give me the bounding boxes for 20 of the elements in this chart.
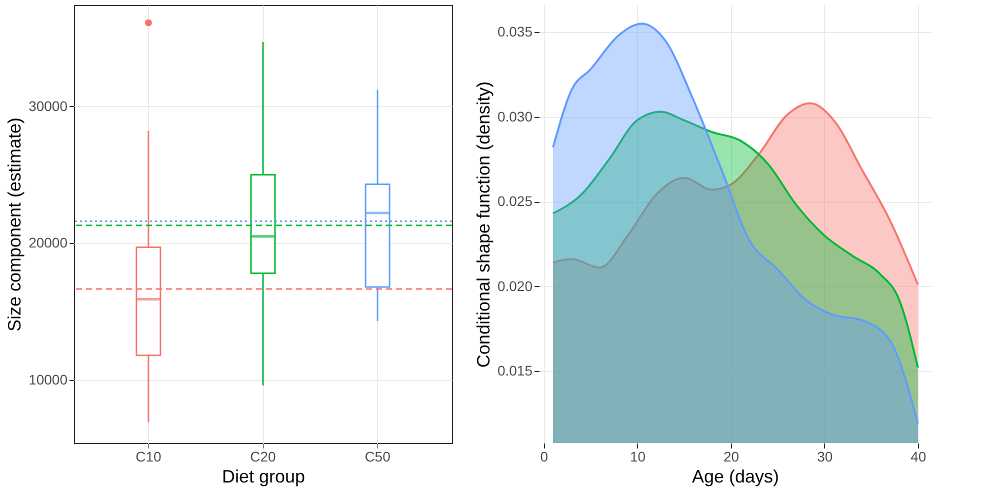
- x-tick-label: 30: [817, 448, 833, 464]
- y-tick-label: 30000: [28, 98, 68, 114]
- x-tick-label: 40: [910, 448, 926, 464]
- y-tick-label: 0.020: [497, 278, 533, 294]
- x-tick-label: C20: [250, 448, 276, 464]
- y-tick-label: 20000: [28, 234, 68, 251]
- y-tick-label: 10000: [28, 372, 68, 388]
- x-axis-title: Age (days): [692, 466, 780, 486]
- y-tick-label: 0.015: [497, 362, 533, 378]
- x-tick-label: C50: [364, 448, 391, 464]
- x-tick-label: 10: [630, 448, 646, 464]
- x-tick-label: 0: [540, 448, 548, 464]
- y-tick-label: 0.035: [497, 24, 533, 40]
- y-tick-label: 0.025: [497, 193, 533, 210]
- y-axis-title: Conditional shape function (density): [473, 81, 494, 368]
- y-axis-title: Size component (estimate): [4, 117, 25, 332]
- y-tick-label: 0.030: [497, 108, 533, 124]
- x-tick-label: 20: [724, 448, 740, 464]
- x-tick-label: C10: [136, 448, 162, 464]
- x-axis-title: Diet group: [222, 466, 306, 486]
